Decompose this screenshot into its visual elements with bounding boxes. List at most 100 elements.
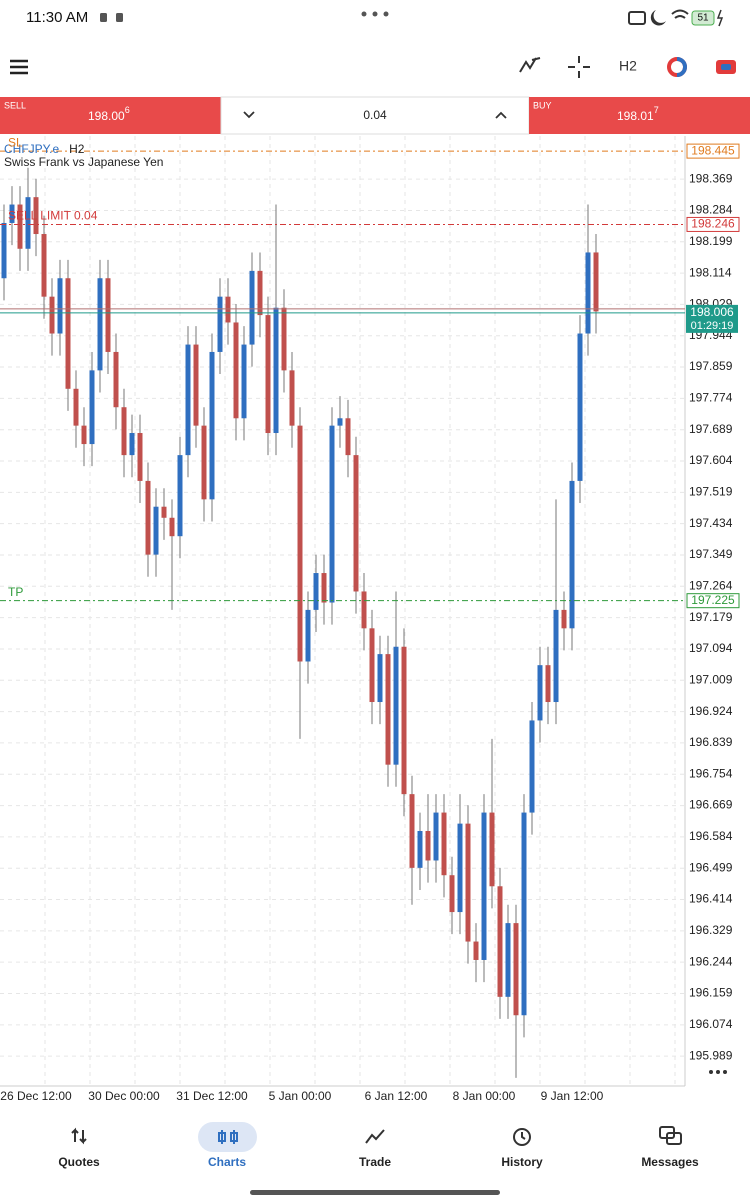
candle-body bbox=[401, 646, 407, 795]
plot bbox=[0, 150, 685, 1078]
nav-item[interactable]: Charts bbox=[208, 1155, 246, 1169]
candle-body bbox=[313, 573, 319, 610]
y-tick-label: 196.499 bbox=[689, 860, 733, 874]
crosshair-button[interactable] bbox=[568, 56, 590, 78]
more-button[interactable] bbox=[709, 1070, 727, 1074]
symbol: CHFJPY.e bbox=[4, 142, 59, 156]
candle-body bbox=[441, 812, 447, 876]
candle-body bbox=[353, 455, 359, 592]
candle-body bbox=[33, 197, 39, 235]
candle-body bbox=[497, 886, 503, 997]
candle-body bbox=[321, 573, 327, 603]
candle-body bbox=[169, 517, 175, 537]
level-tag bbox=[686, 593, 740, 609]
level-tag bbox=[686, 216, 740, 232]
candle-body bbox=[121, 407, 127, 456]
candle-body bbox=[393, 646, 399, 765]
volume-value: 0.04 bbox=[363, 108, 387, 122]
nav-item[interactable]: Trade bbox=[359, 1155, 391, 1169]
candle-body bbox=[577, 333, 583, 481]
sell-price-main: 198.00 bbox=[88, 109, 125, 123]
status-time: 11:30 AM bbox=[26, 9, 88, 26]
candle-body bbox=[209, 351, 215, 500]
volume-down[interactable] bbox=[243, 111, 255, 119]
battery-level: 51 bbox=[697, 13, 709, 24]
candle-body bbox=[265, 315, 271, 434]
bottom-nav: Quotes Charts Trade History Messages bbox=[58, 1155, 699, 1169]
y-tick-label: 198.199 bbox=[689, 234, 733, 248]
chart-title: CHFJPY.e H2 bbox=[4, 142, 85, 156]
candle-body bbox=[73, 388, 79, 426]
x-tick-label: 6 Jan 12:00 bbox=[365, 1089, 428, 1103]
candle-body bbox=[585, 252, 591, 334]
candle-body bbox=[281, 307, 287, 371]
candle-body bbox=[65, 278, 71, 389]
volume-up[interactable] bbox=[495, 111, 507, 119]
x-tick-label: 31 Dec 12:00 bbox=[176, 1089, 248, 1103]
candle-body bbox=[345, 418, 351, 456]
nav-item[interactable]: History bbox=[501, 1155, 543, 1169]
candle-body bbox=[561, 609, 567, 629]
candle-body bbox=[201, 425, 207, 500]
candle-body bbox=[545, 665, 551, 703]
candle-body bbox=[369, 628, 375, 703]
candle-body bbox=[97, 278, 103, 371]
nav-item[interactable]: Messages bbox=[641, 1155, 699, 1169]
toolbar: H2 bbox=[10, 56, 736, 78]
candle-body bbox=[385, 654, 391, 765]
candle-body bbox=[433, 812, 439, 861]
home-indicator bbox=[250, 1190, 500, 1195]
timeframe-button[interactable]: H2 bbox=[619, 58, 637, 74]
candle-body bbox=[305, 609, 311, 662]
candle-body bbox=[289, 370, 295, 426]
candle-body bbox=[409, 794, 415, 868]
nav-item[interactable]: Quotes bbox=[58, 1155, 100, 1169]
candle-body bbox=[17, 204, 23, 249]
status-icons bbox=[100, 9, 724, 27]
level-price: 198.445 bbox=[691, 143, 735, 157]
y-tick-label: 197.689 bbox=[689, 422, 733, 436]
candle-body bbox=[537, 665, 543, 721]
candle-body bbox=[49, 296, 55, 334]
y-tick-label: 196.924 bbox=[689, 704, 733, 718]
y-tick-label: 196.329 bbox=[689, 923, 733, 937]
y-tick-label: 197.519 bbox=[689, 485, 733, 499]
sell-button[interactable] bbox=[0, 97, 221, 134]
y-tick-label: 197.859 bbox=[689, 359, 733, 373]
y-tick-label: 196.754 bbox=[689, 766, 733, 780]
y-tick-label: 196.159 bbox=[689, 986, 733, 1000]
candle-body bbox=[417, 830, 423, 868]
y-tick-label: 197.264 bbox=[689, 578, 733, 592]
indicators-button[interactable] bbox=[519, 57, 541, 73]
y-tick-label: 197.009 bbox=[689, 672, 733, 686]
candle-body bbox=[129, 433, 135, 456]
volume-field[interactable] bbox=[220, 96, 530, 135]
candle-body bbox=[457, 823, 463, 913]
candle-body bbox=[225, 296, 231, 323]
sell-price-sup: 6 bbox=[125, 105, 130, 115]
candle-body bbox=[193, 344, 199, 426]
candle-body bbox=[81, 425, 87, 445]
candle-body bbox=[41, 234, 47, 297]
y-tick-label: 195.989 bbox=[689, 1048, 733, 1062]
candle-body bbox=[273, 307, 279, 434]
candle-body bbox=[489, 812, 495, 887]
buy-button[interactable] bbox=[529, 97, 750, 134]
candle-body bbox=[553, 609, 559, 703]
candle-body bbox=[153, 506, 159, 555]
candle-body bbox=[89, 370, 95, 445]
candle-body bbox=[569, 480, 575, 629]
candle-body bbox=[105, 278, 111, 352]
candle-body bbox=[185, 344, 191, 456]
candle-body bbox=[377, 654, 383, 703]
candle-body bbox=[505, 923, 511, 997]
y-tick-label: 197.179 bbox=[689, 610, 733, 624]
candle-body bbox=[465, 823, 471, 942]
bid-timer: 01:29:19 bbox=[691, 320, 734, 332]
y-tick-label: 197.774 bbox=[689, 391, 733, 405]
candle-body bbox=[449, 875, 455, 913]
menu-button[interactable] bbox=[10, 59, 28, 75]
timeframe: H2 bbox=[69, 142, 85, 156]
bid-price: 198.006 bbox=[690, 305, 734, 319]
